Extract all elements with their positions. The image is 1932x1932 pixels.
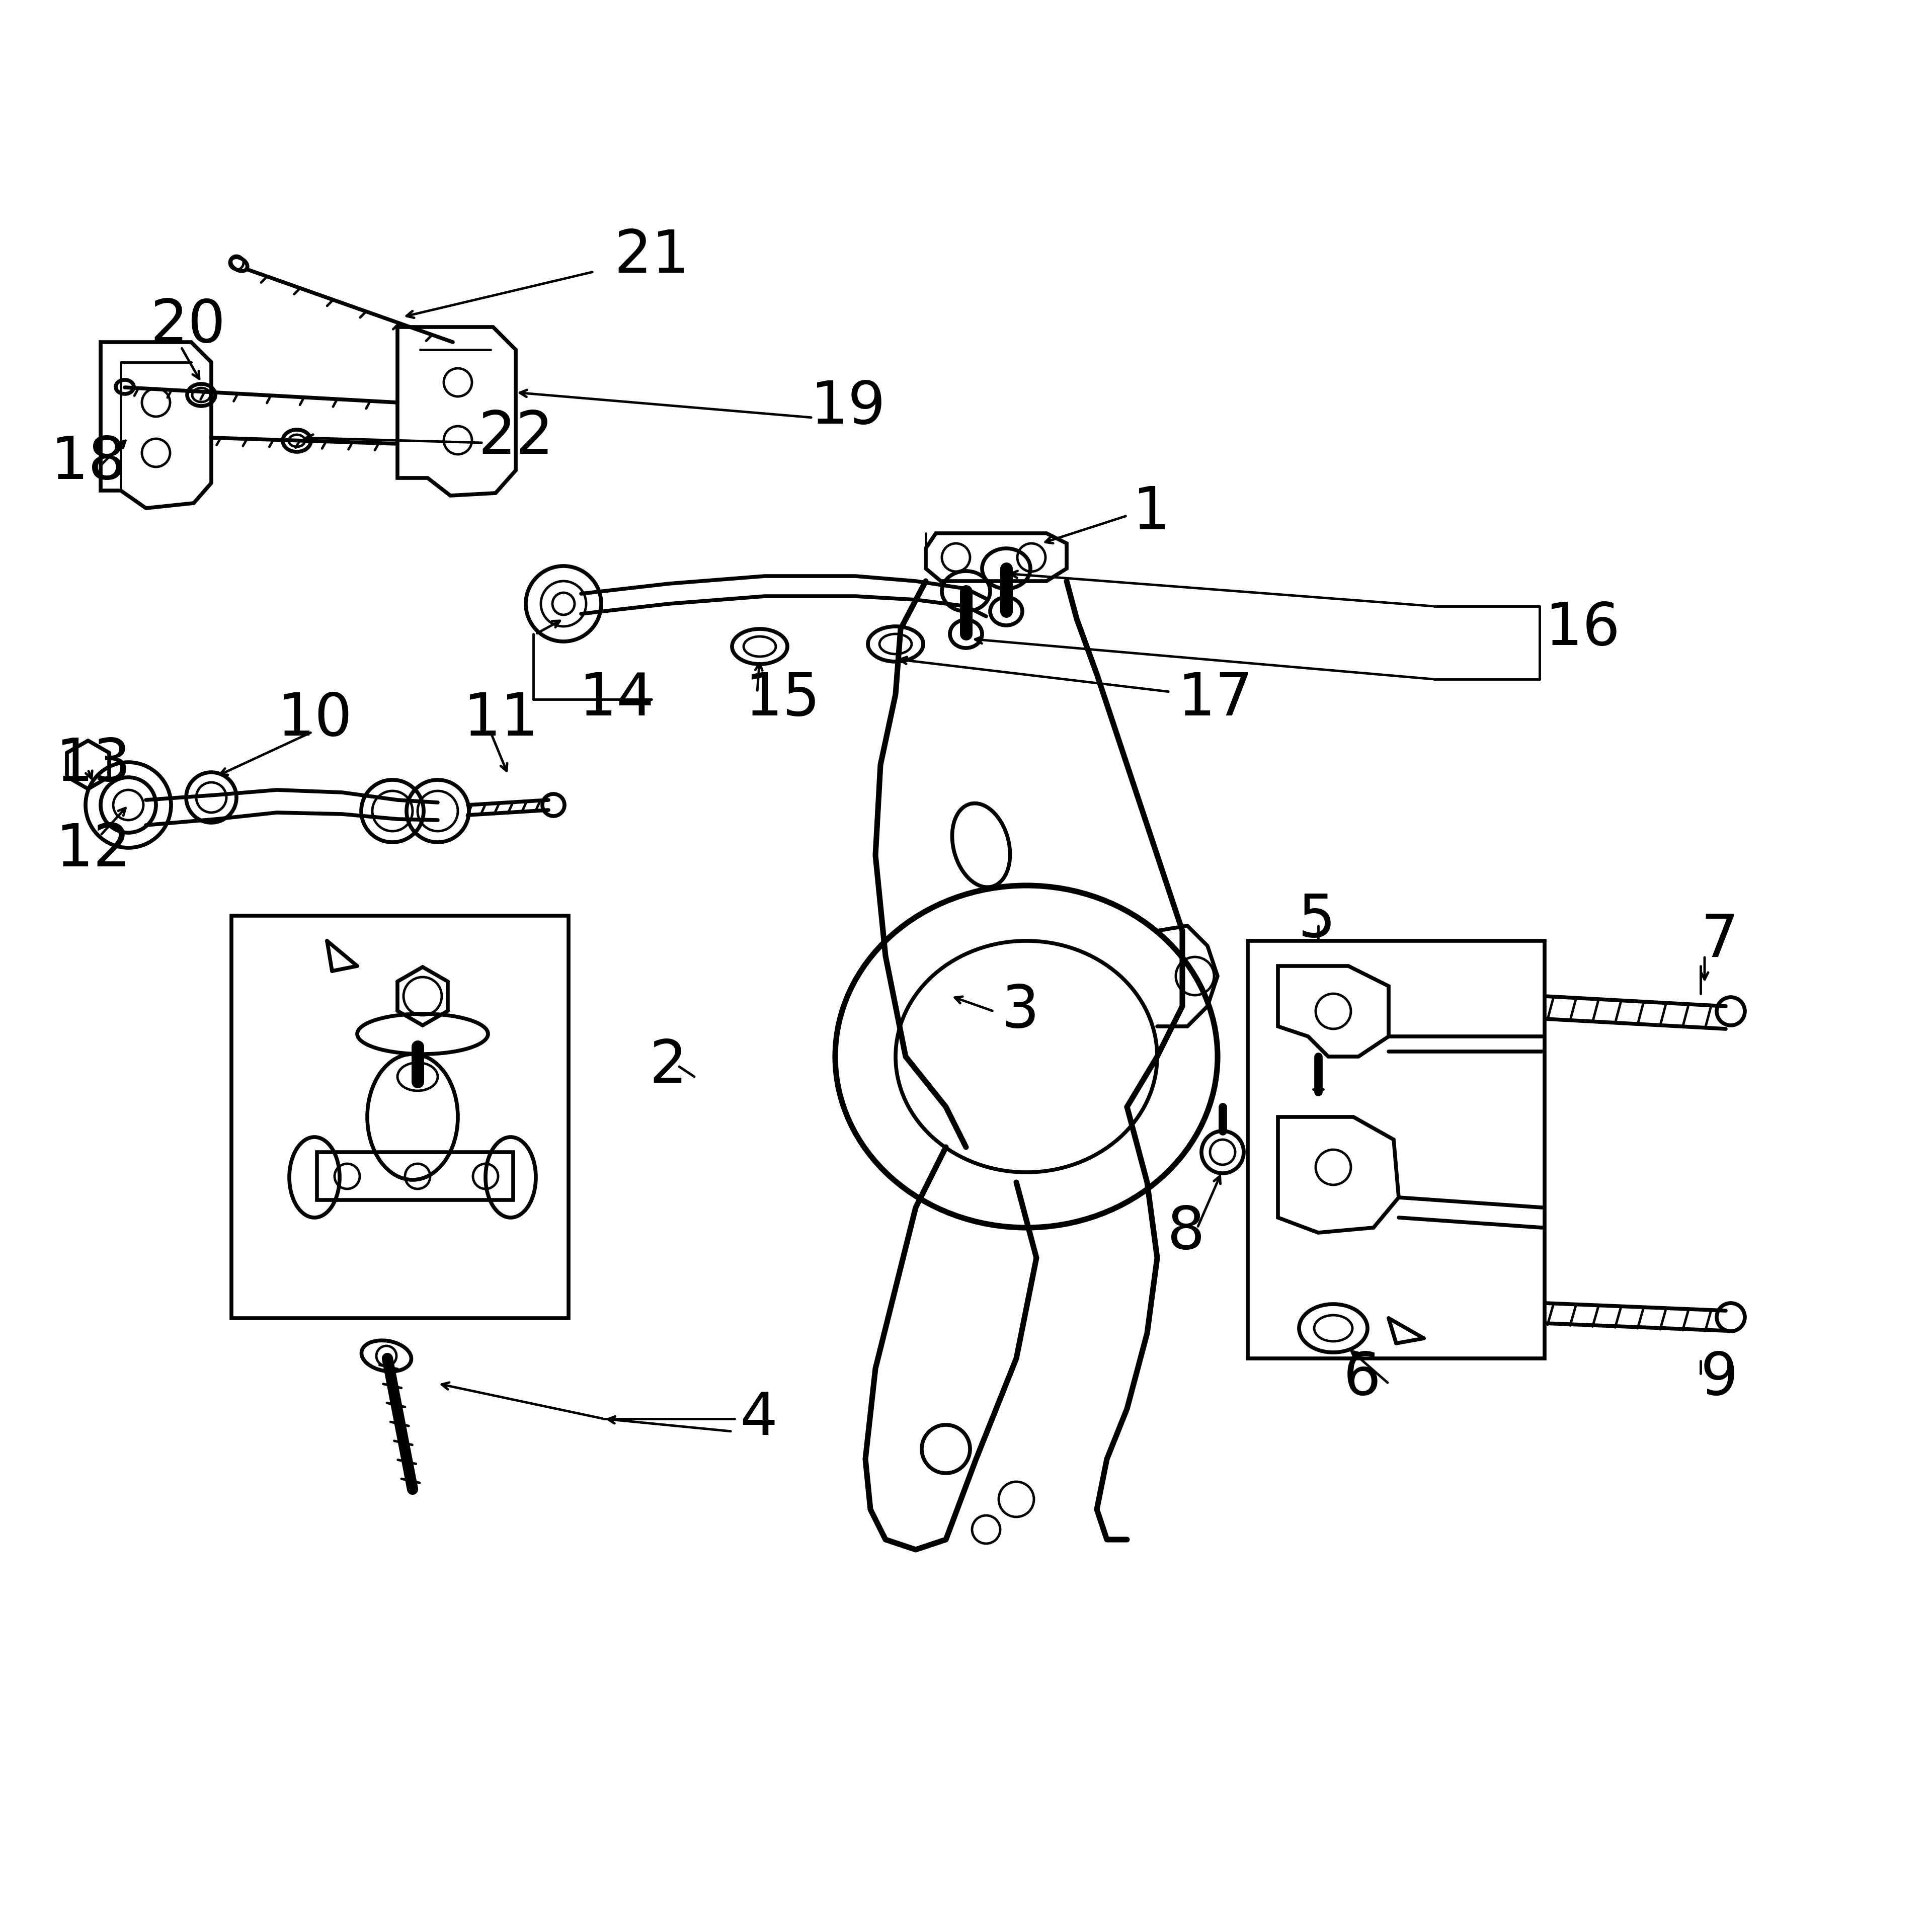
Text: 6: 6 — [1343, 1350, 1381, 1408]
Text: 20: 20 — [151, 298, 226, 355]
Text: 13: 13 — [56, 736, 131, 794]
Text: 17: 17 — [1177, 670, 1252, 728]
Text: 7: 7 — [1700, 912, 1739, 970]
Text: 4: 4 — [740, 1389, 777, 1447]
Text: 3: 3 — [1001, 981, 1039, 1039]
Text: 15: 15 — [744, 670, 821, 728]
Text: 21: 21 — [614, 228, 690, 286]
Text: 11: 11 — [464, 690, 539, 748]
Text: 16: 16 — [1544, 601, 1621, 657]
Text: 22: 22 — [477, 410, 554, 468]
Text: 9: 9 — [1700, 1350, 1739, 1408]
Bar — [1248, 941, 1544, 1358]
Text: 18: 18 — [50, 435, 126, 493]
Bar — [232, 916, 568, 1318]
Text: 8: 8 — [1167, 1204, 1206, 1262]
Text: 1: 1 — [1132, 485, 1169, 543]
Text: 10: 10 — [276, 690, 352, 748]
Text: 12: 12 — [56, 821, 131, 879]
Text: 2: 2 — [649, 1037, 688, 1095]
Text: 14: 14 — [578, 670, 655, 728]
Text: 19: 19 — [810, 379, 885, 437]
Text: 5: 5 — [1298, 893, 1335, 951]
